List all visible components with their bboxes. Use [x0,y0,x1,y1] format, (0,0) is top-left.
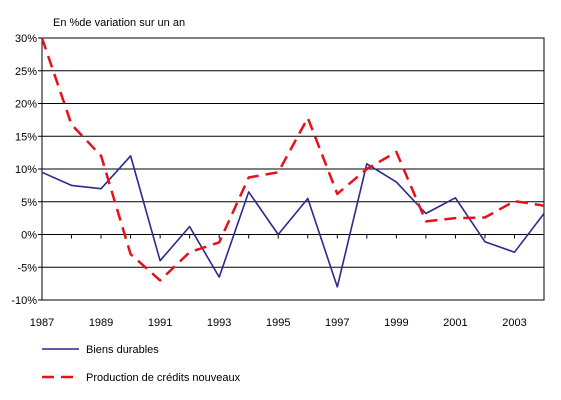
x-tick-label: 1997 [325,317,349,329]
unit-label: En %de variation sur un an [53,17,185,29]
y-tick-label: -10% [11,295,37,307]
x-tick-label: 1991 [148,317,172,329]
y-tick-label: 10% [15,164,37,176]
y-tick-label: 25% [15,66,37,78]
legend: Biens durables Production de crédits nouv… [42,344,241,384]
series-line-biens-durables [41,155,545,288]
x-tick-label: 1995 [266,317,290,329]
x-tick-label: 1993 [207,317,231,329]
y-tick-label: 20% [15,99,37,111]
series-line-production-credits [40,37,545,282]
x-tick-label: 2001 [443,317,467,329]
x-tick-label: 2003 [502,317,526,329]
series-lines [40,37,545,288]
y-tick-label: 30% [15,33,37,45]
legend-label: Production de crédits nouveaux [86,372,241,384]
y-tick-label: 5% [21,197,37,209]
legend-label: Biens durables [86,344,159,356]
x-tick-label: 1989 [89,317,113,329]
y-tick-label: 15% [15,131,37,143]
x-axis-ticks: 1987 1989 1991 1993 1995 1997 1999 2001 2003 [30,234,545,329]
y-tick-label: 0% [21,230,37,242]
y-axis-ticks: -10% -5% 0% 5% 10% 15% 20% 25% 30% [11,33,42,307]
y-tick-label: -5% [17,262,37,274]
gridlines [42,70,544,268]
x-tick-label: 1987 [30,317,54,329]
x-tick-label: 1999 [384,317,408,329]
